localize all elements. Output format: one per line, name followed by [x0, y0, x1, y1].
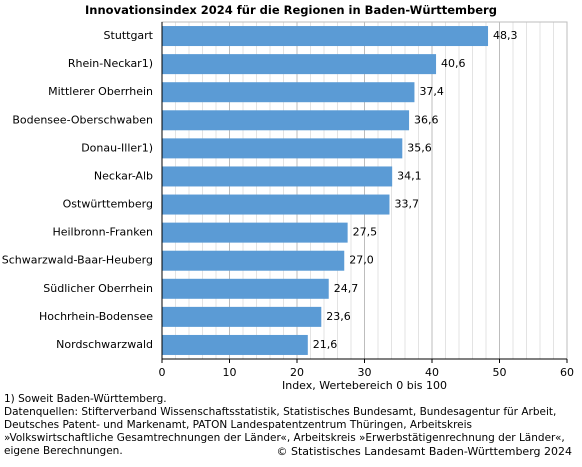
x-tick-label: 40	[425, 366, 439, 379]
category-label: Hochrhein-Bodensee	[39, 310, 153, 323]
data-label: 34,1	[397, 169, 422, 182]
data-label: 36,6	[414, 113, 439, 126]
category-label: Schwarzwald-Baar-Heuberg	[2, 254, 153, 267]
bar	[162, 222, 348, 243]
data-label: 27,5	[353, 226, 378, 239]
data-sources-line-1: Datenquellen: Stifterverband Wissenschaf…	[4, 406, 557, 418]
footnotes: 1) Soweit Baden-Württemberg. Datenquelle…	[4, 393, 565, 458]
x-tick-label: 20	[290, 366, 304, 379]
category-label: Südlicher Oberrhein	[43, 282, 153, 295]
axes: Stuttgart 48,3 Rhein-Neckar1) 40,6 Mittlerer…	[2, 22, 574, 379]
bar	[162, 82, 415, 103]
bars	[162, 26, 489, 355]
category-label: Stuttgart	[104, 29, 154, 42]
bar	[162, 26, 489, 47]
footnote-1: 1) Soweit Baden-Württemberg.	[4, 393, 167, 405]
bar	[162, 194, 390, 215]
data-sources-line-2: Deutsches Patent- und Markenamt, PATON L…	[4, 419, 473, 431]
x-tick-label: 50	[493, 366, 507, 379]
data-label: 23,6	[326, 310, 351, 323]
category-label: Bodensee-Oberschwaben	[12, 113, 153, 126]
category-label: Mittlerer Oberrhein	[48, 85, 153, 98]
data-label: 48,3	[493, 29, 518, 42]
category-label: Heilbronn-Franken	[52, 226, 153, 239]
bar-chart: Stuttgart 48,3 Rhein-Neckar1) 40,6 Mittlerer…	[2, 21, 574, 392]
bar	[162, 166, 393, 187]
bar	[162, 250, 345, 271]
data-label: 35,6	[407, 141, 432, 154]
data-label: 40,6	[441, 57, 466, 70]
category-label: Ostwürttemberg	[63, 198, 153, 211]
data-label: 24,7	[334, 282, 359, 295]
category-label: Rhein-Neckar1)	[68, 57, 153, 70]
category-label: Neckar-Alb	[94, 169, 153, 182]
bar	[162, 54, 437, 75]
data-label: 21,6	[313, 338, 338, 351]
bar	[162, 334, 308, 355]
category-label: Donau-Iller1)	[81, 141, 153, 154]
category-label: Nordschwarzwald	[56, 338, 153, 351]
data-sources-line-3: »Volkswirtschaftliche Gesamtrechnungen d…	[4, 432, 565, 444]
bar	[162, 110, 410, 131]
bar	[162, 278, 329, 299]
x-tick-label: 10	[223, 366, 237, 379]
copyright: © Statistisches Landesamt Baden-Württemb…	[276, 445, 572, 458]
data-sources-line-4: eigene Berechnungen.	[4, 445, 123, 457]
x-tick-label: 0	[159, 366, 166, 379]
x-tick-label: 60	[560, 366, 574, 379]
x-tick-label: 30	[358, 366, 372, 379]
data-label: 37,4	[419, 85, 444, 98]
grid-lines	[161, 21, 568, 360]
data-label: 33,7	[394, 198, 419, 211]
chart-title: Innovationsindex 2024 für die Regionen i…	[85, 3, 497, 17]
bar	[162, 138, 403, 159]
data-label: 27,0	[349, 254, 374, 267]
bar	[162, 306, 322, 327]
x-axis-label: Index, Wertebereich 0 bis 100	[282, 379, 447, 392]
